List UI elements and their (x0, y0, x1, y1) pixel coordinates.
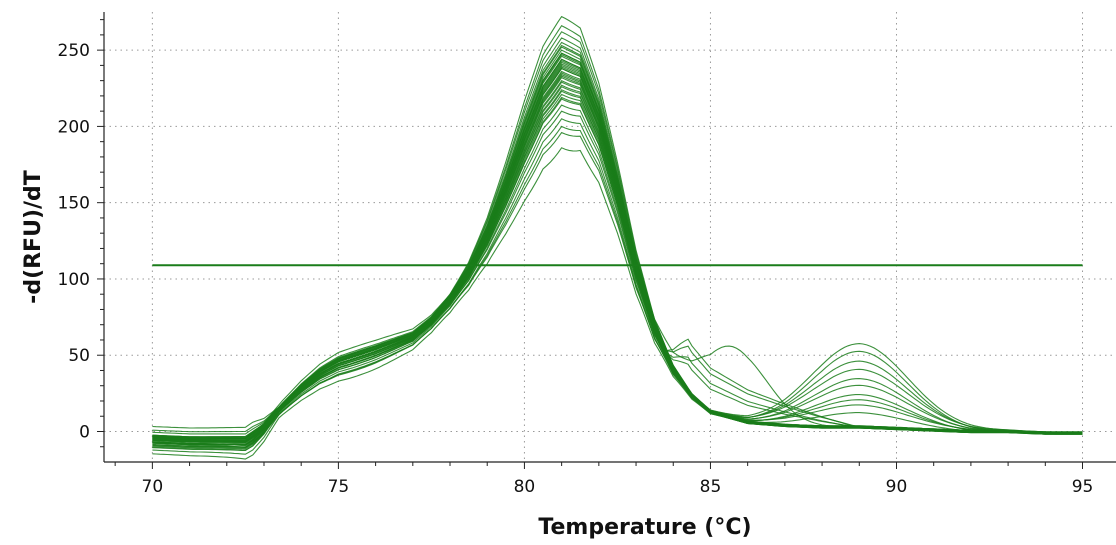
x-tick-label: 95 (1072, 477, 1094, 497)
melt-curve (152, 60, 1083, 441)
tick-labels: 0 50 100 150 200 250 70 75 80 85 90 95 (58, 41, 1094, 497)
x-tick-label: 80 (514, 477, 536, 497)
y-tick-label: 100 (58, 270, 90, 290)
x-axis-title: Temperature (°C) (538, 515, 751, 540)
y-axis-title: -d(RFU)/dT (21, 170, 46, 304)
x-tick-label: 90 (886, 477, 908, 497)
plot-area (104, 12, 1116, 462)
melt-curve (152, 86, 1083, 441)
melt-curve (152, 96, 1083, 450)
y-tick-label: 50 (68, 346, 90, 366)
x-tick-label: 70 (142, 477, 164, 497)
y-tick-label: 150 (58, 194, 90, 214)
melt-curves (152, 15, 1083, 460)
melt-curve (152, 73, 1083, 445)
y-tick-label: 200 (58, 117, 90, 137)
x-tick-label: 85 (700, 477, 722, 497)
y-tick-label: 250 (58, 41, 90, 61)
y-tick-label: 0 (79, 422, 90, 442)
x-tick-label: 75 (328, 477, 350, 497)
axes (97, 12, 1116, 469)
